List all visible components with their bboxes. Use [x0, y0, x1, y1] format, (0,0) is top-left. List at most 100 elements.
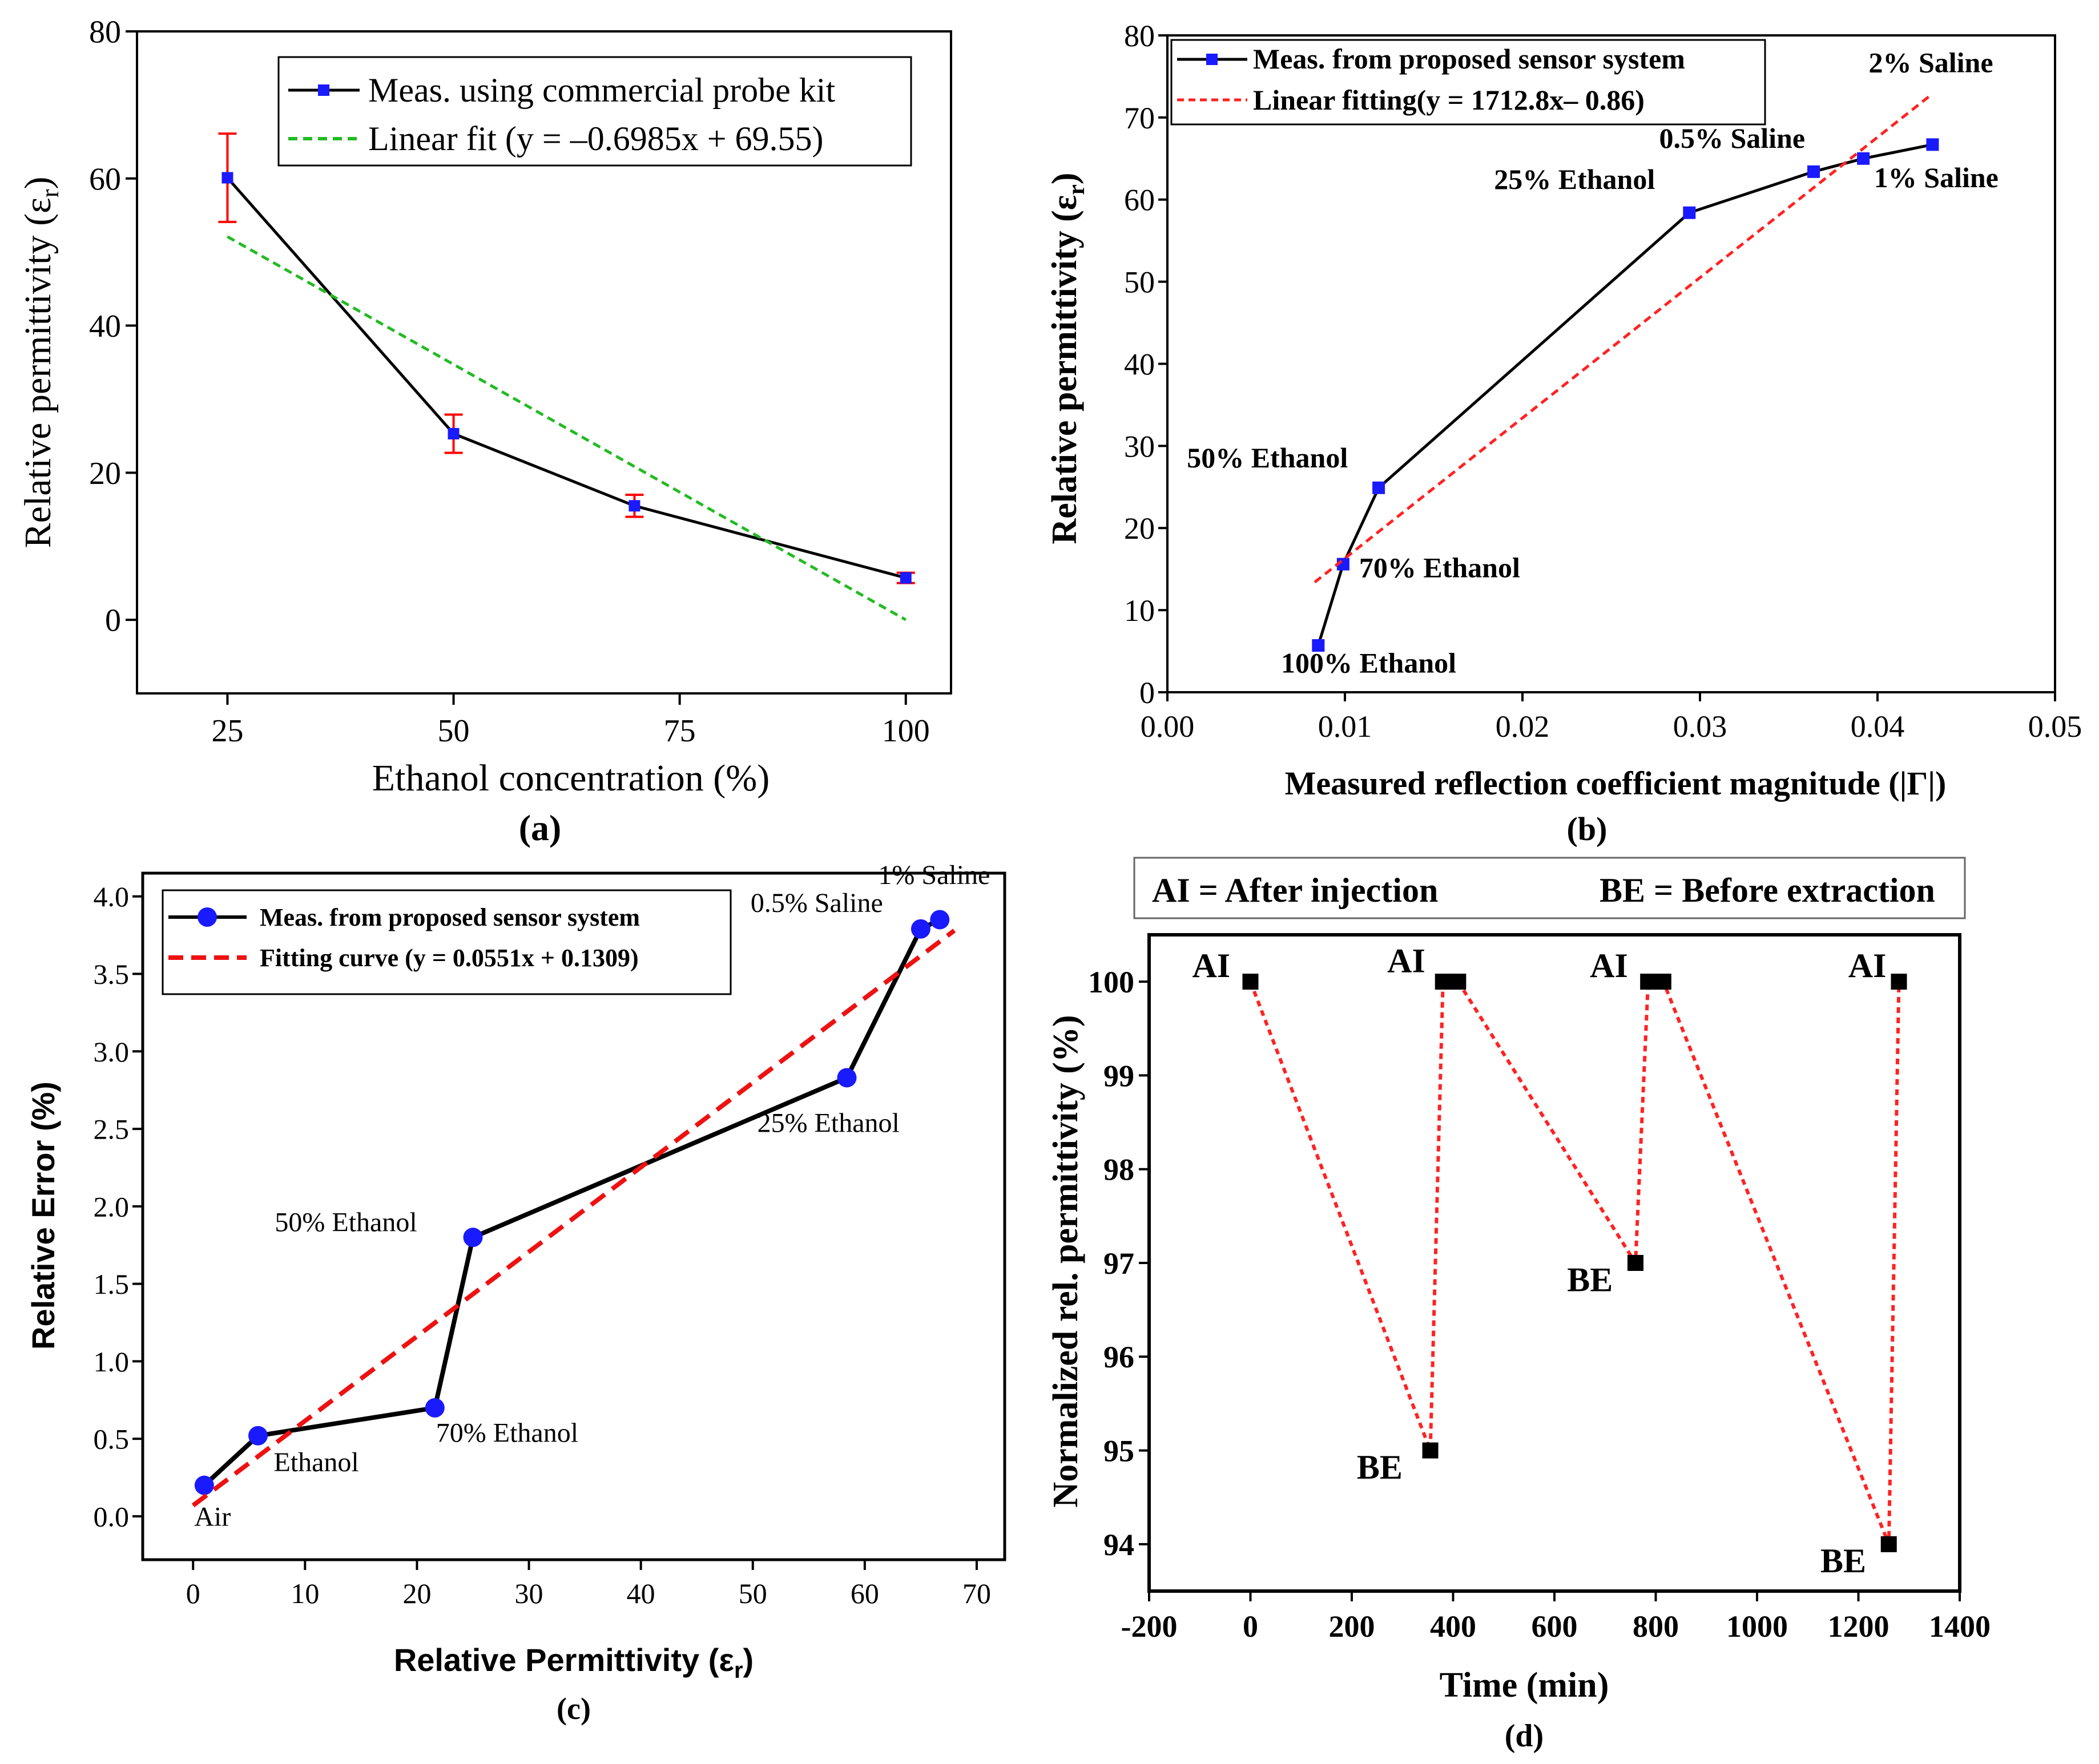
- b-annotations: 100% Ethanol 70% Ethanol 50% Ethanol 25% Et…: [1187, 47, 1999, 679]
- d-data-point: [1655, 974, 1671, 990]
- d-y-tick-label: 97: [1103, 1246, 1134, 1281]
- d-y-tick-label: 99: [1103, 1059, 1134, 1093]
- b-y-tick-label: 0: [1139, 676, 1155, 710]
- a-y-tick-label: 0: [105, 603, 121, 639]
- b-x-tick-label: 0.05: [2028, 709, 2082, 744]
- d-x-axis: -200 0 200 400 600 800 1000 1200 1400: [1121, 1591, 1991, 1644]
- b-annotation: 0.5% Saline: [1659, 122, 1805, 154]
- b-legend-label-meas: Meas. from proposed sensor system: [1253, 43, 1685, 75]
- c-legend-label-meas: Meas. from proposed sensor system: [260, 903, 640, 931]
- d-annotation: BE: [1357, 1448, 1403, 1486]
- c-series-1-line: [191, 929, 956, 1508]
- b-x-axis-label: Measured reflection coefficient magnitud…: [1285, 765, 1947, 802]
- c-x-label-close: ): [743, 1642, 754, 1678]
- b-annotation: 50% Ethanol: [1187, 442, 1348, 474]
- c-x-tick-label: 0: [186, 1577, 200, 1609]
- a-y-tick-label: 60: [89, 162, 121, 197]
- b-legend-box: [1170, 39, 1766, 126]
- d-x-tick-label: -200: [1121, 1609, 1178, 1644]
- a-x-tick-label: 25: [211, 713, 243, 749]
- c-y-tick-label: 2.0: [94, 1190, 130, 1222]
- d-x-tick-label: 200: [1329, 1609, 1375, 1644]
- d-x-tick-label: 1200: [1828, 1609, 1889, 1644]
- d-legend-box: [1133, 857, 1966, 919]
- b-data-point: [1857, 152, 1870, 165]
- a-y-label-main: Relative permittivity (ε: [17, 197, 59, 548]
- d-annotation: AI: [1192, 947, 1230, 984]
- b-y-label-main: Relative permittivity (ε: [1045, 195, 1084, 544]
- a-legend-box: [277, 56, 912, 167]
- b-y-tick-label: 20: [1124, 511, 1155, 546]
- d-legend-text-be: BE = Before extraction: [1600, 871, 1935, 909]
- c-x-axis-label: Relative Permittivity (εr): [394, 1642, 754, 1683]
- a-y-tick-label: 40: [89, 309, 121, 344]
- b-annotation: 2% Saline: [1868, 47, 1993, 79]
- a-legend-marker-meas: [318, 84, 329, 96]
- d-data-point: [1640, 974, 1657, 990]
- b-data-point: [1807, 165, 1820, 178]
- c-data-point: [837, 1068, 857, 1088]
- b-annotation: 25% Ethanol: [1494, 163, 1655, 195]
- c-annotation: 0.5% Saline: [751, 888, 883, 918]
- b-plot-area: [1312, 92, 1939, 652]
- a-series-1-line: [227, 235, 907, 621]
- a-plot-area: [218, 132, 915, 621]
- b-x-tick-label: 0.00: [1141, 709, 1195, 744]
- b-x-tick-label: 0.01: [1318, 709, 1372, 744]
- b-annotation: 1% Saline: [1874, 162, 1999, 193]
- d-x-tick-label: 1000: [1726, 1609, 1788, 1644]
- d-annotations: AI AI AI AI BE BE BE: [1192, 942, 1886, 1580]
- c-legend-label-fit: Fitting curve (y = 0.0551x + 0.1309): [260, 944, 639, 972]
- c-x-tick-label: 50: [739, 1577, 767, 1609]
- d-y-axis-label: Normalized rel. permittivity (%): [1046, 1015, 1085, 1507]
- d-y-tick-label: 98: [1103, 1153, 1134, 1187]
- c-legend: Meas. from proposed sensor system Fittin…: [162, 889, 732, 995]
- b-y-label-sub: r: [1063, 184, 1090, 195]
- d-y-tick-label: 96: [1103, 1340, 1134, 1374]
- b-y-axis: 0 10 20 30 40 50 60 70 80: [1124, 19, 1167, 710]
- b-y-tick-label: 10: [1124, 594, 1155, 628]
- c-y-tick-label: 1.5: [94, 1268, 130, 1300]
- d-legend-text-ai: AI = After injection: [1152, 871, 1438, 909]
- d-x-axis-label: Time (min): [1440, 1666, 1609, 1705]
- d-x-tick-label: 400: [1430, 1609, 1476, 1644]
- d-x-tick-label: 600: [1532, 1609, 1578, 1644]
- b-y-label-close: ): [1045, 172, 1084, 184]
- a-x-tick-label: 100: [882, 713, 930, 749]
- c-y-tick-label: 0.0: [94, 1500, 130, 1532]
- c-y-tick-label: 2.5: [94, 1113, 130, 1145]
- d-data-point: [1891, 974, 1907, 990]
- b-data-point: [1926, 138, 1939, 151]
- b-y-tick-label: 40: [1124, 347, 1155, 381]
- c-x-tick-label: 30: [515, 1577, 543, 1609]
- b-y-tick-label: 70: [1124, 101, 1155, 135]
- b-annotation: 70% Ethanol: [1359, 552, 1520, 584]
- d-data-point: [1450, 974, 1467, 990]
- d-y-tick-label: 95: [1103, 1434, 1134, 1468]
- c-y-tick-label: 1.0: [94, 1346, 130, 1378]
- d-annotation: BE: [1567, 1261, 1613, 1298]
- b-y-tick-label: 80: [1124, 19, 1155, 53]
- c-x-label-main: Relative Permittivity (ε: [394, 1642, 734, 1678]
- d-x-tick-label: 0: [1243, 1609, 1258, 1644]
- b-data-point: [1312, 639, 1325, 652]
- c-y-tick-label: 0.5: [94, 1423, 130, 1455]
- a-x-tick-label: 75: [664, 713, 696, 749]
- b-y-tick-label: 30: [1124, 429, 1155, 463]
- panel-d: 94 95 96 97 98 99 100 -200 0 200 400 600 800 1000 120…: [1046, 857, 1991, 1754]
- b-legend-marker-meas: [1206, 54, 1218, 65]
- panel-c: 0.0 0.5 1.0 1.5 2.0 2.5 3.0 3.5 4.0 0 10 20 30 40 50 6…: [25, 860, 1006, 1726]
- a-x-axis: 25 50 75 100: [211, 693, 930, 749]
- d-data-point: [1242, 974, 1259, 990]
- b-data-point: [1683, 206, 1696, 219]
- b-y-tick-label: 60: [1124, 183, 1155, 217]
- c-y-axis: 0.0 0.5 1.0 1.5 2.0 2.5 3.0 3.5 4.0: [94, 881, 143, 1532]
- a-data-point: [221, 172, 233, 184]
- d-y-tick-label: 94: [1103, 1528, 1134, 1562]
- b-legend-label-fit: Linear fitting(y = 1712.8x– 0.86): [1253, 84, 1645, 116]
- c-plot-area: [191, 910, 956, 1508]
- c-annotation: 70% Ethanol: [436, 1418, 578, 1448]
- c-annotation: Ethanol: [273, 1447, 358, 1478]
- c-caption: (c): [557, 1692, 591, 1726]
